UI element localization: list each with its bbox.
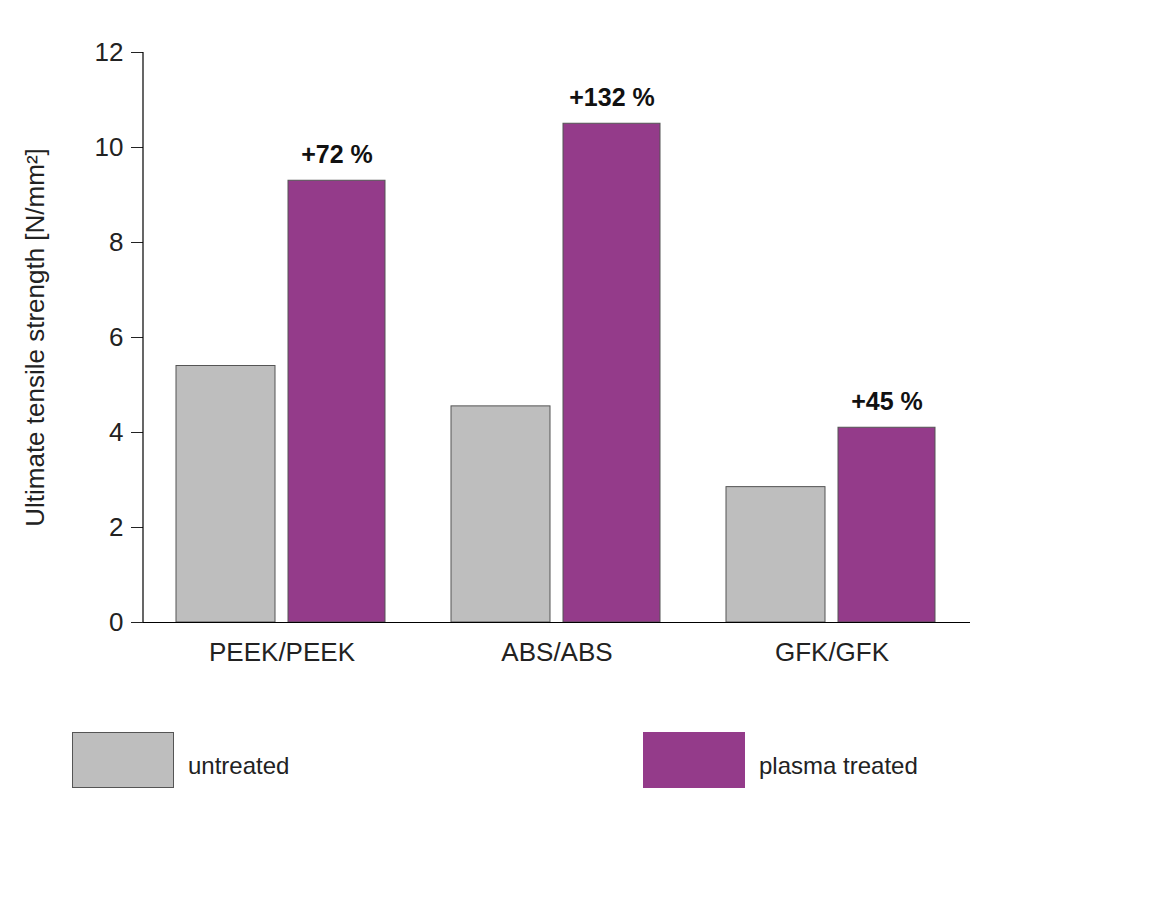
svg-text:4: 4 [109, 417, 123, 447]
svg-text:8: 8 [109, 227, 123, 257]
svg-text:ABS/ABS: ABS/ABS [501, 637, 612, 667]
svg-text:Ultimate tensile strength [N/m: Ultimate tensile strength [N/mm²] [20, 148, 50, 527]
html-text:untreated: untreated [188, 752, 290, 779]
svg-text:PEEK/PEEK: PEEK/PEEK [209, 637, 356, 667]
svg-text:2: 2 [109, 512, 123, 542]
svg-text:+72 %: +72 % [301, 140, 373, 168]
svg-text:12: 12 [95, 37, 124, 67]
svg-text:GFK/GFK: GFK/GFK [775, 637, 890, 667]
html-text:plasma treated: plasma treated [759, 752, 918, 779]
svg-text:10: 10 [95, 132, 124, 162]
svg-text:6: 6 [109, 322, 123, 352]
svg-text:0: 0 [109, 607, 123, 637]
svg-text:+132 %: +132 % [569, 83, 655, 111]
svg-text:+45 %: +45 % [851, 387, 923, 415]
